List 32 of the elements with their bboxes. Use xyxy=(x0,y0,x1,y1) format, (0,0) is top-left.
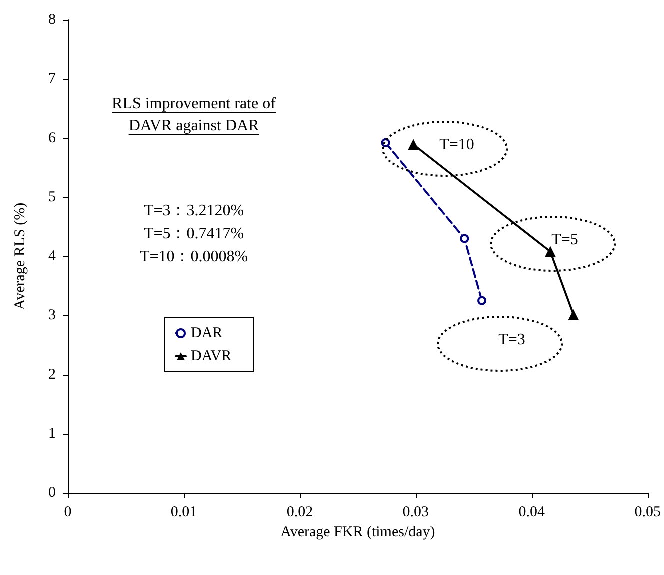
y-tick-label: 6 xyxy=(48,130,56,146)
x-tick-label: 0.03 xyxy=(402,504,430,520)
point xyxy=(568,310,580,321)
x-tick-label: 0.05 xyxy=(634,504,661,520)
annotation: RLS improvement rate of xyxy=(112,96,277,112)
y-tick-label: 7 xyxy=(48,71,56,88)
y-tick-label: 2 xyxy=(48,366,56,383)
y-axis-title: Average RLS (%) xyxy=(12,202,28,310)
annotation: T=5 xyxy=(552,232,578,248)
legend-label: DAR xyxy=(191,326,223,342)
annotation: T=5：0.7417% xyxy=(144,226,244,242)
legend-label: DAVR xyxy=(191,348,232,364)
annotation: T=3：3.2120% xyxy=(144,202,244,220)
annotation: T=3 xyxy=(498,332,526,348)
y-tick-label: 3 xyxy=(48,308,56,324)
annotation: DAVR against DAR xyxy=(128,118,260,134)
y-tick-label: 5 xyxy=(48,189,56,206)
y-tick-label: 1 xyxy=(48,426,56,442)
point xyxy=(478,296,487,306)
y-tick-label: 4 xyxy=(48,248,56,264)
y-tick-label: 8 xyxy=(48,12,56,28)
point xyxy=(460,234,470,244)
x-tick-label: 0.01 xyxy=(170,504,198,520)
point xyxy=(408,139,420,150)
point xyxy=(544,246,556,258)
y-tick-label: 0 xyxy=(48,485,56,501)
x-tick-label: 0.02 xyxy=(286,504,314,520)
x-axis-title: Average FKR (times/day) xyxy=(280,524,436,540)
x-tick-label: 0 xyxy=(64,504,72,520)
annotation: T=10：0.0008% xyxy=(140,248,248,266)
x-tick-label: 0.04 xyxy=(518,504,546,520)
annotation: T=10 xyxy=(440,136,474,154)
